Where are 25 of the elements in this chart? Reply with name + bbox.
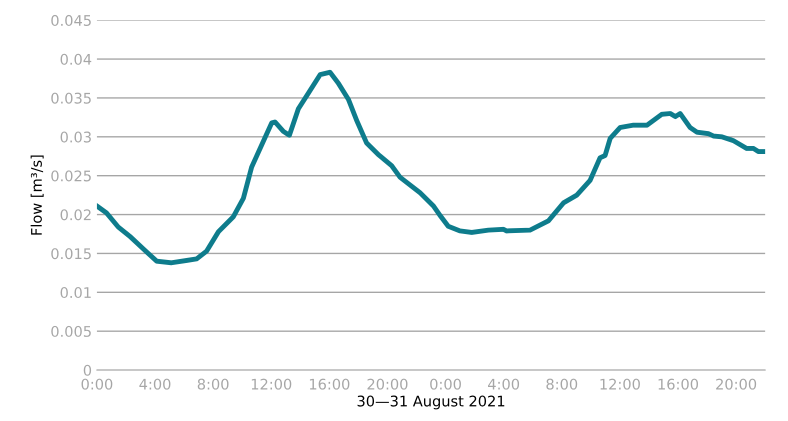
line-series (96, 70, 766, 266)
y-tick-label: 0.035 (51, 92, 91, 104)
y-tick-label: 0.005 (51, 326, 91, 337)
x-tick-label: 4:00 (139, 378, 170, 390)
x-tick-label: 12:00 (600, 378, 640, 390)
x-tick-label: 0:00 (430, 378, 461, 390)
y-tick-label: 0.015 (51, 248, 91, 260)
x-tick-label: 16:00 (658, 378, 698, 390)
x-tick-label: 12:00 (252, 378, 292, 390)
x-tick-label: 4:00 (488, 378, 520, 390)
y-axis-title: Flow [m³/s] (30, 155, 44, 235)
x-axis-title: 30—31 August 2021 (358, 396, 504, 410)
x-tick-label: 8:00 (546, 378, 578, 390)
x-tick-label: 20:00 (368, 378, 408, 390)
y-tick-label: 0.04 (60, 54, 92, 65)
y-tick-label: 0.045 (51, 14, 91, 26)
x-tick-label: 16:00 (310, 378, 350, 390)
x-tick-label: 8:00 (198, 378, 229, 390)
y-tick-label: 0.02 (60, 209, 91, 220)
y-tick-label: 0.03 (60, 132, 91, 143)
y-tick-label: 0.01 (60, 287, 91, 298)
x-tick-label: 20:00 (716, 378, 756, 390)
y-tick-label: 0 (84, 364, 92, 376)
x-tick-label: 0:00 (82, 378, 112, 390)
y-tick-label: 0.025 (51, 170, 91, 182)
